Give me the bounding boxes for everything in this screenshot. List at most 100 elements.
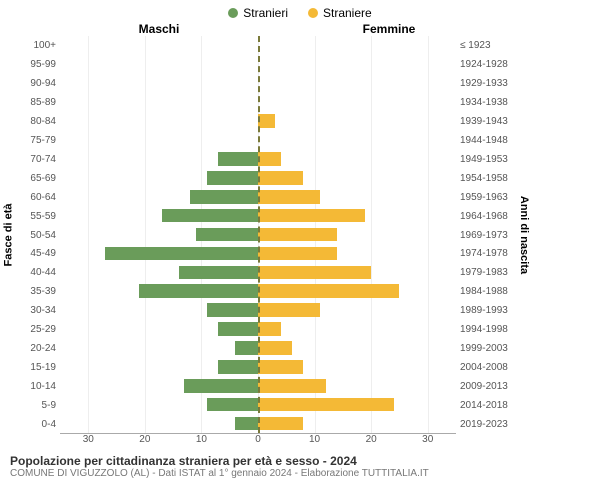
male-bar xyxy=(179,266,258,280)
birth-tick: 1964-1968 xyxy=(456,207,516,226)
female-bar xyxy=(258,341,292,355)
male-bar xyxy=(235,341,258,355)
birth-tick: 1979-1983 xyxy=(456,263,516,282)
age-tick: 70-74 xyxy=(16,150,60,169)
legend-female-label: Straniere xyxy=(323,6,372,20)
age-tick: 85-89 xyxy=(16,93,60,112)
age-ticks: 100+95-9990-9485-8980-8475-7970-7465-696… xyxy=(16,36,60,434)
birth-tick: 1949-1953 xyxy=(456,150,516,169)
age-tick: 0-4 xyxy=(16,415,60,434)
male-swatch xyxy=(228,8,238,18)
x-tick: 0 xyxy=(255,434,261,445)
chart-area: Fasce di età 100+95-9990-9485-8980-8475-… xyxy=(0,36,600,434)
female-bar xyxy=(258,114,275,128)
female-bar xyxy=(258,303,320,317)
birth-tick: 2014-2018 xyxy=(456,396,516,415)
female-bar xyxy=(258,284,399,298)
age-tick: 80-84 xyxy=(16,112,60,131)
header-male: Maschi xyxy=(0,22,258,36)
legend-male-label: Stranieri xyxy=(243,6,288,20)
male-bar xyxy=(139,284,258,298)
birth-tick: 1929-1933 xyxy=(456,74,516,93)
female-bar xyxy=(258,417,303,431)
birth-tick: 1944-1948 xyxy=(456,131,516,150)
male-bar xyxy=(235,417,258,431)
age-tick: 60-64 xyxy=(16,188,60,207)
birth-tick: 2004-2008 xyxy=(456,358,516,377)
legend-item-female: Straniere xyxy=(308,6,372,20)
birth-tick: 1959-1963 xyxy=(456,188,516,207)
male-bar xyxy=(105,247,258,261)
male-bar xyxy=(207,303,258,317)
birth-tick: 1999-2003 xyxy=(456,339,516,358)
female-bar xyxy=(258,266,371,280)
age-tick: 95-99 xyxy=(16,55,60,74)
age-tick: 25-29 xyxy=(16,320,60,339)
female-bar xyxy=(258,322,281,336)
x-tick: 30 xyxy=(83,434,94,445)
x-tick: 10 xyxy=(309,434,320,445)
birth-ticks: ≤ 19231924-19281929-19331934-19381939-19… xyxy=(456,36,516,434)
age-tick: 40-44 xyxy=(16,263,60,282)
birth-tick: 1969-1973 xyxy=(456,226,516,245)
column-headers: Maschi Femmine xyxy=(0,22,600,36)
legend: Stranieri Straniere xyxy=(0,0,600,22)
male-bar xyxy=(207,398,258,412)
age-tick: 65-69 xyxy=(16,169,60,188)
female-bar xyxy=(258,379,326,393)
female-bar xyxy=(258,190,320,204)
x-tick: 20 xyxy=(366,434,377,445)
male-bar xyxy=(218,360,258,374)
chart-subtitle: COMUNE DI VIGUZZOLO (AL) - Dati ISTAT al… xyxy=(10,468,590,479)
age-tick: 75-79 xyxy=(16,131,60,150)
chart-title: Popolazione per cittadinanza straniera p… xyxy=(10,454,590,468)
female-bar xyxy=(258,171,303,185)
birth-tick: 2019-2023 xyxy=(456,415,516,434)
age-tick: 20-24 xyxy=(16,339,60,358)
centerline xyxy=(258,36,260,433)
legend-item-male: Stranieri xyxy=(228,6,288,20)
birth-tick: 1994-1998 xyxy=(456,320,516,339)
male-bar xyxy=(184,379,258,393)
female-bar xyxy=(258,360,303,374)
male-bar xyxy=(218,152,258,166)
birth-tick: 2009-2013 xyxy=(456,377,516,396)
age-tick: 35-39 xyxy=(16,282,60,301)
male-bar xyxy=(196,228,258,242)
age-tick: 15-19 xyxy=(16,358,60,377)
female-swatch xyxy=(308,8,318,18)
age-tick: 45-49 xyxy=(16,244,60,263)
age-tick: 90-94 xyxy=(16,74,60,93)
birth-tick: 1984-1988 xyxy=(456,282,516,301)
age-tick: 50-54 xyxy=(16,226,60,245)
birth-tick: 1954-1958 xyxy=(456,169,516,188)
header-female: Femmine xyxy=(258,22,600,36)
left-axis-label: Fasce di età xyxy=(0,36,16,434)
male-bar xyxy=(162,209,258,223)
birth-tick: 1939-1943 xyxy=(456,112,516,131)
x-tick: 30 xyxy=(422,434,433,445)
age-tick: 30-34 xyxy=(16,301,60,320)
female-bar xyxy=(258,152,281,166)
male-bar xyxy=(218,322,258,336)
male-bar xyxy=(190,190,258,204)
male-bar xyxy=(207,171,258,185)
female-bar xyxy=(258,228,337,242)
birth-tick: 1924-1928 xyxy=(456,55,516,74)
right-axis-label: Anni di nascita xyxy=(516,36,532,434)
age-tick: 55-59 xyxy=(16,207,60,226)
age-tick: 10-14 xyxy=(16,377,60,396)
female-bar xyxy=(258,398,394,412)
birth-tick: 1974-1978 xyxy=(456,244,516,263)
birth-tick: ≤ 1923 xyxy=(456,36,516,55)
x-axis: 3020100102030 xyxy=(60,434,456,448)
x-tick: 10 xyxy=(196,434,207,445)
female-bar xyxy=(258,247,337,261)
female-bar xyxy=(258,209,365,223)
birth-tick: 1934-1938 xyxy=(456,93,516,112)
footer: Popolazione per cittadinanza straniera p… xyxy=(0,448,600,479)
plot xyxy=(60,36,456,434)
age-tick: 100+ xyxy=(16,36,60,55)
birth-tick: 1989-1993 xyxy=(456,301,516,320)
age-tick: 5-9 xyxy=(16,396,60,415)
